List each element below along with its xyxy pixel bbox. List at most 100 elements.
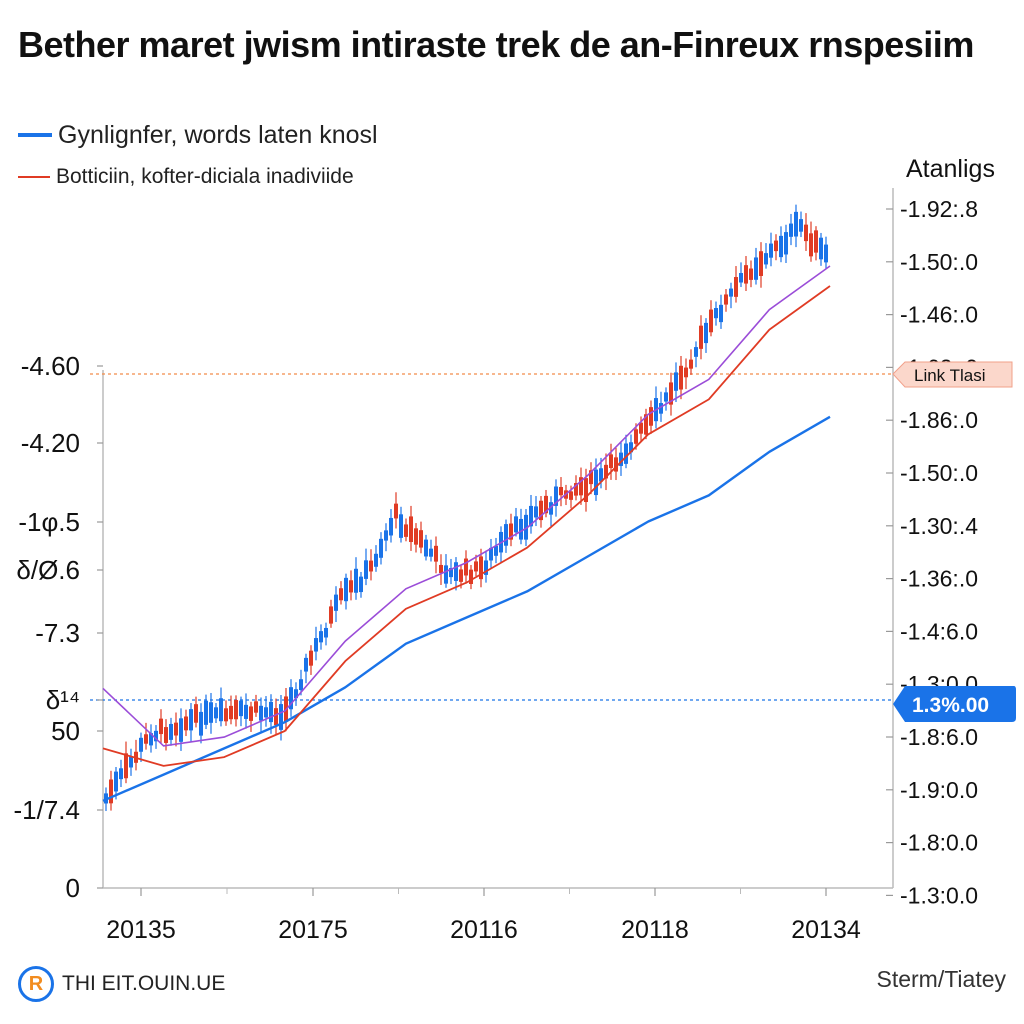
series-line-2 <box>102 285 831 767</box>
chart-title: Bether maret jwism intiraste trek de an-… <box>18 24 974 65</box>
candle-body <box>689 359 693 369</box>
candle-body <box>234 700 238 720</box>
candle-body <box>424 539 428 557</box>
candle-body <box>409 516 413 543</box>
candle-body <box>634 429 638 444</box>
candlestick-group <box>104 204 828 812</box>
candle-body <box>439 564 443 574</box>
candle-body <box>714 308 718 319</box>
right-tick-label: -1.8:0.0 <box>900 830 978 856</box>
candle-body <box>454 562 458 581</box>
right-tick-label: -1.4:6.0 <box>900 618 978 644</box>
candle-body <box>759 251 763 276</box>
candle-body <box>549 502 553 515</box>
candle-body <box>229 705 233 720</box>
legend-item-blue: Gynlignfer, words laten knosl <box>18 120 378 150</box>
candle-body <box>694 347 698 357</box>
candle-body <box>154 730 158 742</box>
candle-body <box>189 709 193 731</box>
candle-body <box>264 707 268 718</box>
candle-body <box>184 716 188 731</box>
candle-body <box>304 657 308 672</box>
upper-line-label: Link Tlasi <box>914 366 986 385</box>
candle-body <box>554 486 558 506</box>
x-tick-label: 20134 <box>791 916 861 944</box>
candle-body <box>559 487 563 496</box>
candle-body <box>369 560 373 572</box>
candle-body <box>259 705 263 721</box>
candle-body <box>139 737 143 752</box>
candle-body <box>824 244 828 263</box>
candle-body <box>379 538 383 558</box>
candle-body <box>129 756 133 768</box>
candle-body <box>314 638 318 652</box>
candle-body <box>609 454 613 469</box>
candle-body <box>449 567 453 578</box>
candle-body <box>509 523 513 540</box>
candle-body <box>199 711 203 736</box>
x-tick-label: 20175 <box>278 916 348 944</box>
candle-body <box>799 219 803 232</box>
candle-body <box>429 548 433 557</box>
candle-body <box>729 288 733 297</box>
candle-body <box>579 477 583 496</box>
legend-swatch-red <box>18 176 50 178</box>
candle-body <box>459 569 463 582</box>
candle-body <box>164 727 168 743</box>
candle-body <box>179 718 183 742</box>
footer-source: Sterm/Tiatey <box>876 966 1006 992</box>
candle-body <box>339 588 343 601</box>
footer-brand-text: THI EIT.OUIN.UE <box>62 972 226 995</box>
candle-body <box>244 704 248 719</box>
candle-body <box>659 403 663 414</box>
candle-body <box>809 233 813 257</box>
candle-body <box>769 243 773 258</box>
right-tick-label: -1.30:.4 <box>900 513 978 539</box>
candle-body <box>719 304 723 323</box>
candle-body <box>359 576 363 593</box>
upper-line-badge: Link Tlasi <box>892 361 1013 388</box>
candle-body <box>384 530 388 541</box>
right-tick-label: -1.86:.0 <box>900 407 978 433</box>
candle-body <box>224 708 228 722</box>
candle-body <box>674 372 678 391</box>
candle-body <box>119 768 123 780</box>
candle-body <box>419 530 423 548</box>
candle-body <box>599 468 603 482</box>
candle-body <box>274 708 278 726</box>
r-logo-icon: R <box>18 966 54 1002</box>
moving-average-line <box>102 265 831 747</box>
candle-body <box>639 422 643 434</box>
left-tick-label: δ¹⁴ <box>46 685 80 715</box>
right-tick-label: -1.3:0.0 <box>900 882 978 908</box>
candle-body <box>434 545 438 562</box>
legend-item-red: Botticiin, kofter-diciala inadiviide <box>18 162 354 192</box>
candle-body <box>819 237 823 260</box>
candle-body <box>124 753 128 779</box>
candle-body <box>254 701 258 713</box>
candle-body <box>354 568 358 593</box>
candle-body <box>294 689 298 699</box>
candle-body <box>479 556 483 580</box>
candle-body <box>144 734 148 744</box>
candle-body <box>594 469 598 496</box>
right-tick-label: -1.50:.0 <box>900 460 978 486</box>
candle-body <box>239 700 243 717</box>
candle-body <box>489 547 493 561</box>
x-tick-label: 20135 <box>106 916 176 944</box>
candle-body <box>709 309 713 333</box>
left-tick-label: -4.60 <box>21 351 80 381</box>
x-tick-label: 20118 <box>621 916 689 944</box>
candle-body <box>329 606 333 624</box>
candle-body <box>779 235 783 258</box>
candle-body <box>414 528 418 545</box>
candle-body <box>704 322 708 344</box>
left-tick-label: -4.20 <box>21 428 80 458</box>
candle-body <box>724 294 728 305</box>
left-tick-label: 0 <box>66 873 80 903</box>
candle-body <box>804 224 808 242</box>
right-tick-label: -1.92:.8 <box>900 196 978 222</box>
candle-body <box>749 268 753 280</box>
candle-body <box>584 478 588 503</box>
